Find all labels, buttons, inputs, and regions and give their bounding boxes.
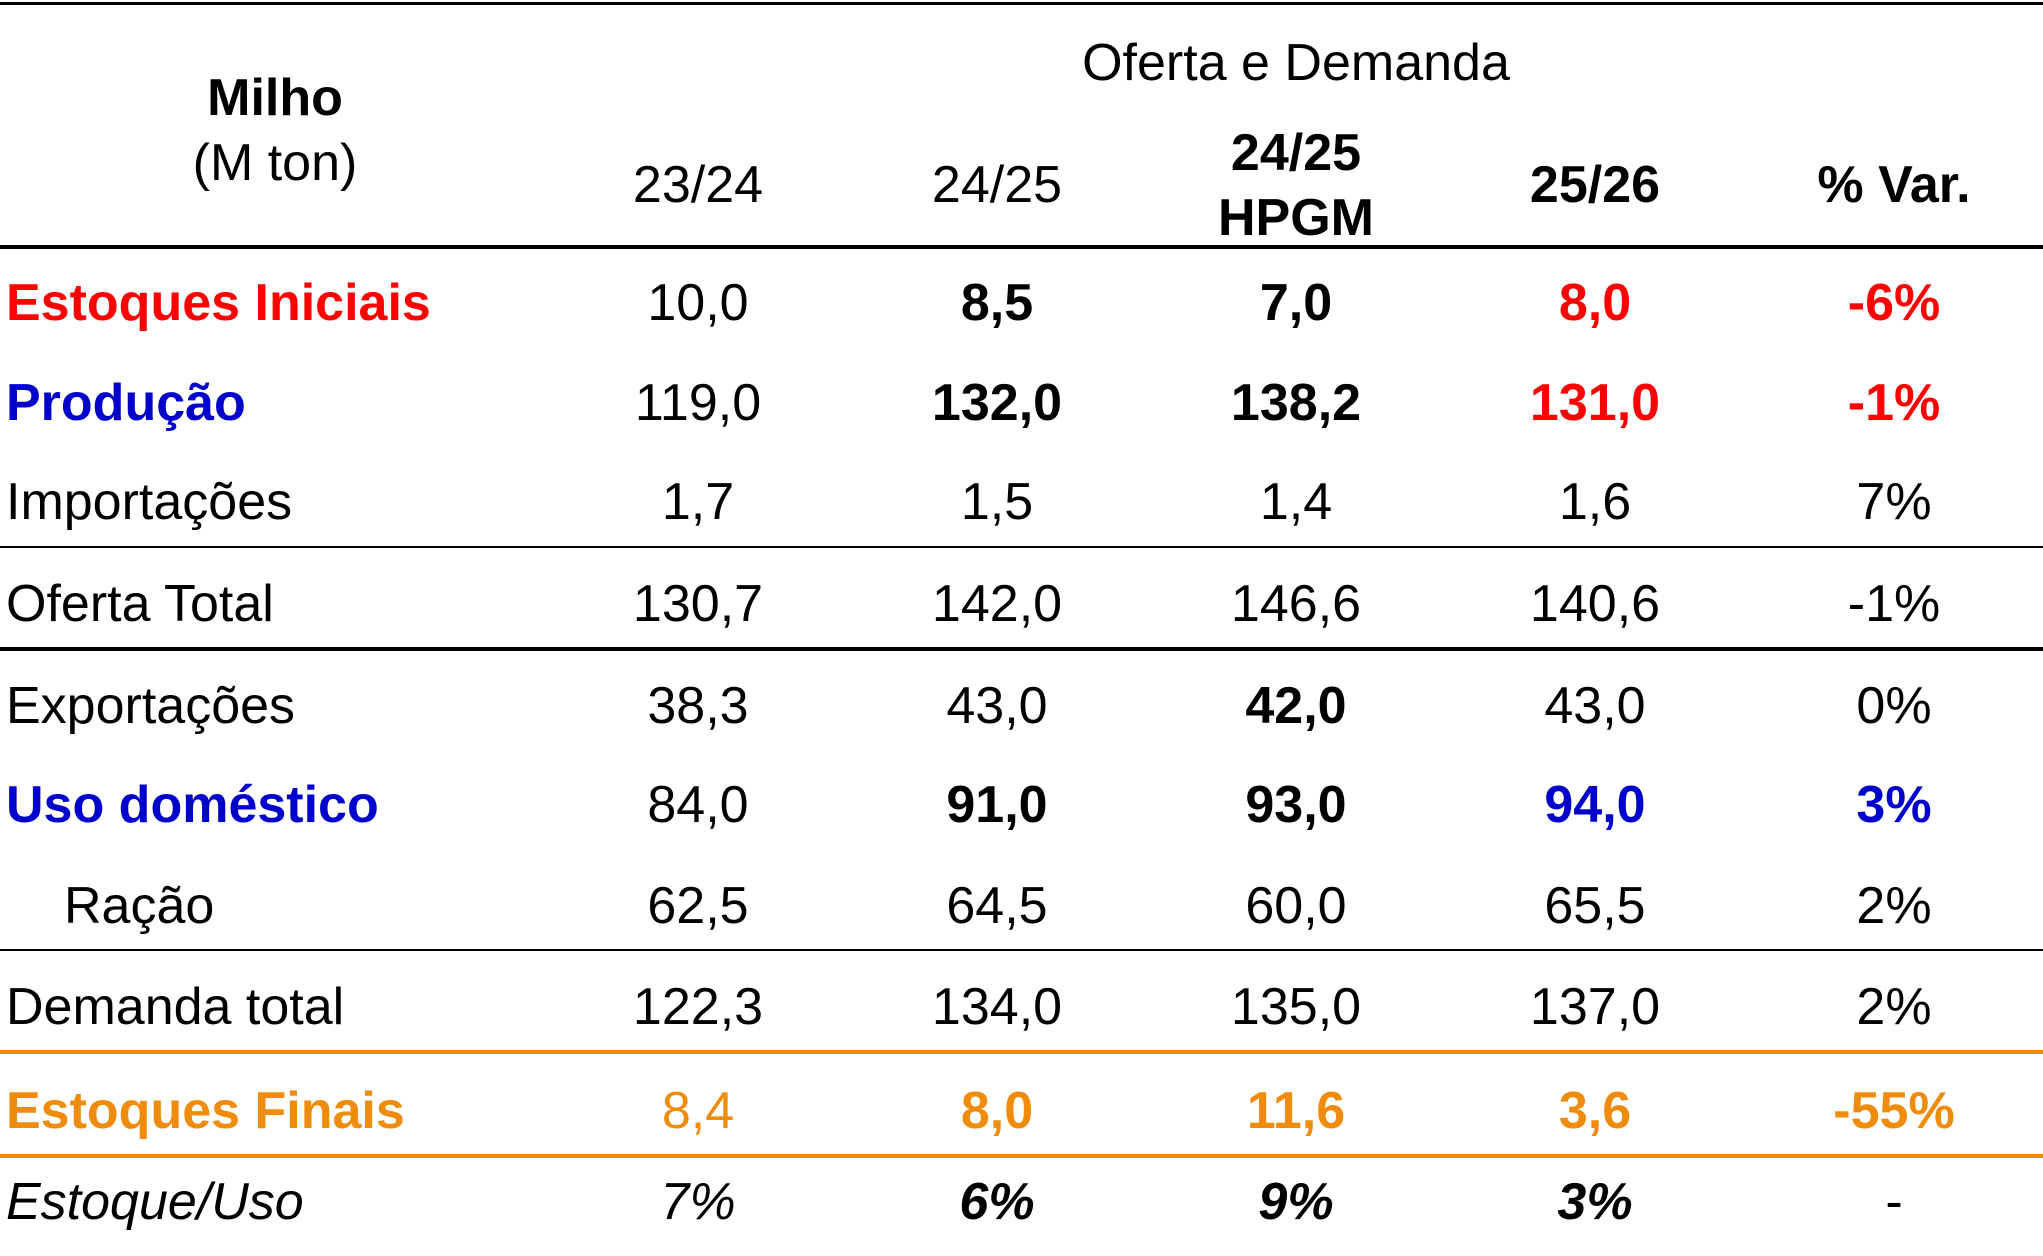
table-cell: 1,6 [1558,473,1632,531]
table-cell: 146,6 [1230,575,1362,633]
row-label: Oferta Total [6,575,274,633]
table-cell: 1,4 [1259,473,1333,531]
table-cell: 1,5 [960,473,1034,531]
table-cell: 8,0 [960,1082,1034,1140]
table-cell: 10,0 [647,274,749,332]
row-label: Importações [6,473,293,531]
table-cell: 94,0 [1544,776,1646,834]
table-cell: 119,0 [634,374,762,432]
row-label: Produção [6,374,246,432]
table-cell: -1% [1847,374,1941,432]
table-cell: 140,6 [1529,575,1661,633]
table-cell: 131,0 [1529,374,1661,432]
row-label: Uso doméstico [6,776,379,834]
table-cell: 2% [1856,978,1932,1036]
divider-oferta [0,546,2043,548]
table-cell: 7% [1856,473,1932,531]
column-header: 25/26 [1529,156,1661,214]
table-cell: - [1885,1173,1903,1231]
divider-orange-top [0,1050,2043,1054]
row-label: Estoques Iniciais [6,274,431,332]
table-cell: 134,0 [931,978,1063,1036]
table-cell: 62,5 [647,877,749,935]
column-header-sub: HPGM [1218,189,1374,247]
top-border [0,2,2043,5]
table-cell: 138,2 [1230,374,1362,432]
table-cell: 6% [959,1173,1035,1231]
table-cell: 8,5 [960,274,1034,332]
table-title: Milho [207,69,343,127]
table-cell: 8,0 [1558,274,1632,332]
table-cell: 42,0 [1245,677,1347,735]
table-cell: 142,0 [931,575,1063,633]
table-cell: 122,3 [632,978,764,1036]
table-cell: 38,3 [647,677,749,735]
column-header: 24/25 [1230,124,1362,182]
table-cell: 84,0 [647,776,749,834]
table-cell: 91,0 [946,776,1048,834]
table-cell: 137,0 [1529,978,1661,1036]
table-cell: 8,4 [661,1082,735,1140]
table-cell: 2% [1856,877,1932,935]
group-header: Oferta e Demanda [1082,34,1510,92]
table-cell: 3% [1557,1173,1633,1231]
table-cell: -1% [1847,575,1941,633]
row-label: Demanda total [6,978,345,1036]
table-cell: 11,6 [1246,1082,1346,1140]
table-cell: 9% [1258,1173,1334,1231]
row-label: Exportações [6,677,296,735]
table-cell: 7% [660,1173,736,1231]
table-cell: 3,6 [1558,1082,1632,1140]
table-cell: 0% [1856,677,1932,735]
column-header: 24/25 [931,156,1063,214]
table-cell: 65,5 [1544,877,1646,935]
table-cell: 93,0 [1245,776,1347,834]
divider-orange-bottom [0,1154,2043,1158]
column-header: 23/24 [632,156,764,214]
row-label: Estoque/Uso [6,1173,304,1231]
table-cell: 43,0 [1544,677,1646,735]
row-label: Estoques Finais [6,1082,405,1140]
divider-total-oferta [0,647,2043,651]
table-cell: -6% [1847,274,1941,332]
column-header: % Var. [1817,156,1971,214]
row-label: Ração [64,877,215,935]
table-cell: 64,5 [946,877,1048,935]
table-cell: 1,7 [661,473,735,531]
header-divider [0,245,2043,249]
table-cell: 130,7 [632,575,764,633]
table-cell: 43,0 [946,677,1048,735]
table-cell: 60,0 [1245,877,1347,935]
unit-label: (M ton) [192,134,358,192]
table-cell: 7,0 [1259,274,1333,332]
table-cell: -55% [1833,1082,1955,1140]
table-cell: 135,0 [1230,978,1362,1036]
table-cell: 132,0 [931,374,1063,432]
table-cell: 3% [1856,776,1932,834]
divider-demanda [0,949,2043,951]
